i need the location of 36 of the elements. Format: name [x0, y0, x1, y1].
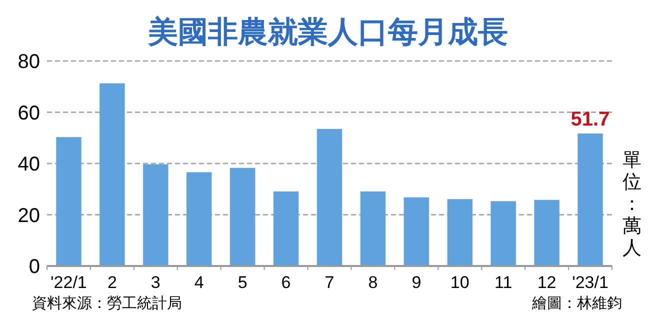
bar [578, 134, 603, 266]
bar [360, 191, 386, 266]
y-tick-label: 0 [28, 256, 40, 278]
chart-title: 美國非農就業人口每月成長 [147, 15, 508, 49]
bar [186, 172, 212, 266]
bar [316, 128, 342, 266]
x-tick-label: 2 [107, 273, 117, 292]
bar [273, 191, 299, 266]
x-tick-label: 4 [194, 273, 204, 292]
bar [143, 164, 168, 266]
bar [404, 197, 430, 266]
bar [447, 199, 472, 266]
bar [534, 200, 560, 266]
data-label: 51.7 [570, 108, 610, 131]
bar [230, 168, 256, 266]
source-note: 資料來源：勞工統計局 [32, 295, 182, 312]
bar [56, 137, 82, 266]
y-tick-label: 80 [18, 51, 40, 73]
y-tick-label: 40 [18, 154, 40, 176]
x-tick-label: 9 [412, 273, 422, 292]
y-axis-title: 單位：萬人 [622, 150, 642, 259]
x-tick-label: 3 [150, 273, 160, 292]
x-tick-label: '23/1 [572, 273, 608, 292]
x-tick-label: 8 [368, 273, 378, 292]
y-tick-label: 60 [18, 102, 40, 124]
x-tick-label: 7 [324, 273, 334, 292]
x-tick-label: 10 [450, 273, 470, 292]
x-tick-label: '22/1 [50, 273, 87, 292]
bar [100, 83, 125, 266]
text: 繪圖：林維鈞 [531, 295, 622, 312]
x-tick-label: 5 [238, 273, 248, 292]
bar [490, 201, 516, 266]
x-tick-label: 11 [494, 273, 512, 292]
x-tick-label: 12 [537, 273, 556, 292]
x-tick-label: 6 [281, 273, 291, 292]
y-tick-label: 20 [18, 204, 40, 227]
